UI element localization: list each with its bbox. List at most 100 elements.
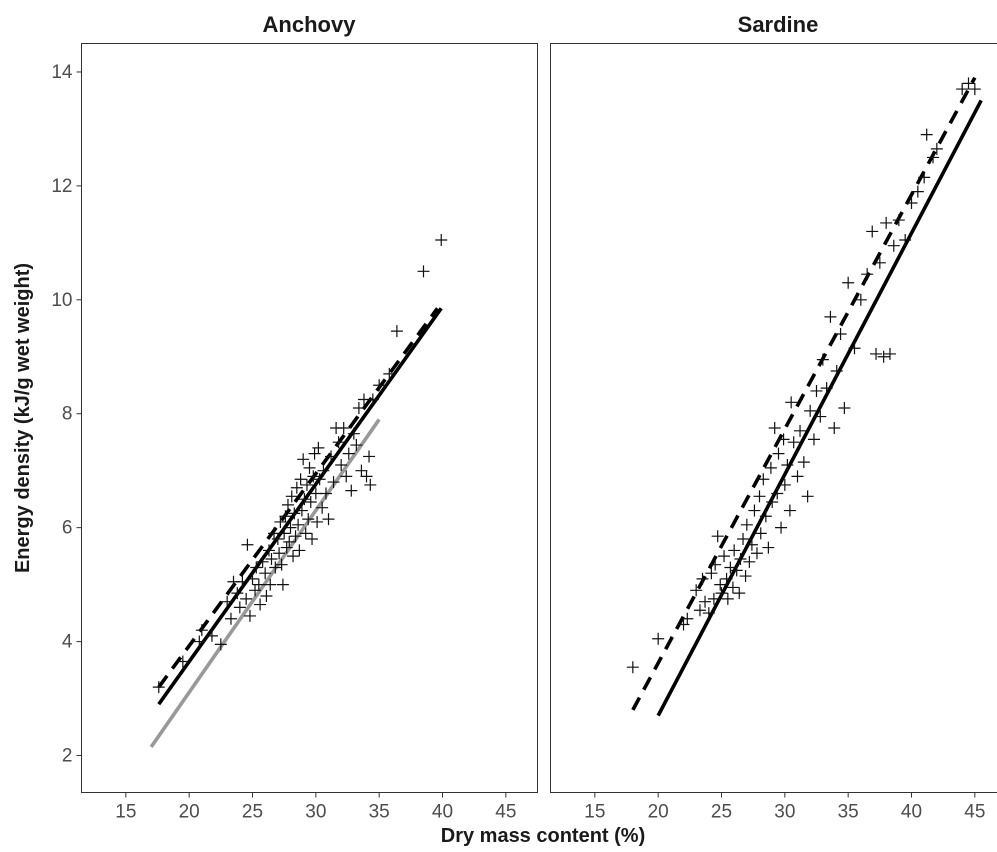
- fit-line-anchovy-solid-2: [149, 418, 381, 748]
- y-tick-label-10: 10: [51, 290, 72, 311]
- data-point-sardine-46: [785, 396, 798, 409]
- data-point-sardine-49: [794, 424, 807, 437]
- data-point-sardine-78: [918, 171, 931, 184]
- data-point-anchovy-11: [236, 575, 249, 588]
- data-point-anchovy-21: [259, 567, 272, 580]
- data-point-anchovy-43: [290, 481, 303, 494]
- data-point-anchovy-54: [304, 496, 317, 509]
- x-tick-label-anchovy-35: 35: [369, 802, 390, 823]
- x-axis-anchovy: 15 20 25 30 35 40 45: [115, 792, 516, 823]
- data-point-anchovy-77: [352, 402, 365, 415]
- data-point-anchovy-47: [295, 504, 308, 517]
- data-point-sardine-44: [781, 458, 794, 471]
- data-point-sardine-22: [733, 587, 746, 600]
- data-point-sardine-63: [842, 276, 855, 289]
- data-point-anchovy-17: [250, 561, 263, 574]
- data-point-sardine-55: [814, 410, 827, 423]
- data-point-sardine-72: [883, 347, 896, 360]
- data-point-sardine-43: [778, 478, 791, 491]
- data-point-anchovy-56: [307, 470, 320, 483]
- x-axis-title: Dry mass content (%): [441, 825, 646, 847]
- data-point-sardine-82: [956, 83, 969, 96]
- x-tick-label-anchovy-45: 45: [495, 802, 516, 823]
- data-point-anchovy-58: [309, 487, 322, 500]
- data-point-sardine-33: [757, 473, 770, 486]
- data-point-anchovy-39: [285, 490, 298, 503]
- data-point-anchovy-62: [316, 501, 329, 514]
- data-point-anchovy-18: [252, 578, 265, 591]
- data-point-anchovy-13: [241, 538, 254, 551]
- data-point-sardine-18: [724, 561, 737, 574]
- data-point-anchovy-25: [265, 552, 278, 565]
- data-point-sardine-65: [854, 293, 867, 306]
- data-point-sardine-34: [759, 510, 772, 523]
- data-point-sardine-35: [762, 541, 775, 554]
- data-point-anchovy-51: [300, 478, 313, 491]
- data-point-sardine-1: [652, 632, 665, 645]
- data-point-anchovy-12: [240, 592, 253, 605]
- data-point-anchovy-71: [337, 421, 350, 434]
- plot-frame-sardine: [550, 43, 997, 793]
- x-tick-label-sardine-15: 15: [584, 802, 605, 823]
- data-point-anchovy-44: [292, 518, 305, 531]
- data-point-anchovy-29: [273, 547, 286, 560]
- data-point-sardine-74: [892, 214, 905, 227]
- y-tick-label-12: 12: [51, 176, 72, 197]
- data-point-anchovy-66: [325, 450, 338, 463]
- panel-title-anchovy: Anchovy: [263, 12, 357, 37]
- data-point-anchovy-84: [373, 379, 386, 392]
- data-point-sardine-23: [734, 552, 747, 565]
- data-point-anchovy-38: [284, 521, 297, 534]
- data-point-sardine-27: [743, 555, 756, 568]
- data-point-sardine-64: [848, 342, 861, 355]
- data-point-sardine-3: [681, 612, 694, 625]
- data-point-sardine-45: [783, 504, 796, 517]
- data-point-sardine-29: [748, 504, 761, 517]
- data-point-anchovy-86: [390, 325, 403, 338]
- data-point-sardine-60: [830, 365, 843, 378]
- data-point-sardine-10: [707, 592, 720, 605]
- plot-frame-anchovy: [81, 43, 538, 793]
- data-point-anchovy-6: [221, 595, 234, 608]
- data-point-anchovy-14: [243, 609, 256, 622]
- data-point-anchovy-87: [417, 265, 430, 278]
- x-tick-label-anchovy-40: 40: [432, 802, 453, 823]
- data-point-sardine-40: [772, 447, 785, 460]
- x-tick-label-sardine-20: 20: [648, 802, 669, 823]
- x-tick-label-anchovy-30: 30: [305, 802, 326, 823]
- data-point-sardine-56: [816, 353, 829, 366]
- data-point-sardine-76: [905, 196, 918, 209]
- data-point-sardine-75: [899, 234, 912, 247]
- data-point-sardine-25: [739, 570, 752, 583]
- data-point-anchovy-33: [278, 527, 291, 540]
- x-tick-label-sardine-25: 25: [711, 802, 732, 823]
- data-point-sardine-83: [962, 77, 975, 90]
- data-point-anchovy-82: [364, 478, 377, 491]
- data-points-anchovy: [152, 234, 448, 694]
- data-point-sardine-26: [740, 518, 753, 531]
- data-point-anchovy-81: [363, 450, 376, 463]
- data-point-anchovy-76: [350, 439, 363, 452]
- y-tick-label-8: 8: [62, 404, 73, 425]
- data-point-sardine-21: [730, 564, 743, 577]
- data-point-sardine-13: [714, 578, 727, 591]
- data-point-sardine-48: [791, 470, 804, 483]
- data-point-sardine-28: [745, 538, 758, 551]
- data-point-anchovy-65: [322, 513, 335, 526]
- data-point-sardine-73: [887, 239, 900, 252]
- data-point-sardine-12: [711, 530, 724, 543]
- data-point-anchovy-36: [281, 498, 294, 511]
- data-point-sardine-84: [968, 83, 981, 96]
- data-point-sardine-59: [828, 421, 841, 434]
- data-point-sardine-9: [705, 567, 718, 580]
- data-point-sardine-6: [696, 572, 709, 585]
- data-point-sardine-52: [804, 404, 817, 417]
- x-tick-label-sardine-35: 35: [838, 802, 859, 823]
- data-point-sardine-30: [750, 547, 763, 560]
- data-point-sardine-24: [737, 533, 750, 546]
- data-point-anchovy-30: [274, 515, 287, 528]
- data-point-sardine-15: [718, 550, 731, 563]
- data-point-anchovy-28: [271, 533, 284, 546]
- data-point-anchovy-85: [383, 367, 396, 380]
